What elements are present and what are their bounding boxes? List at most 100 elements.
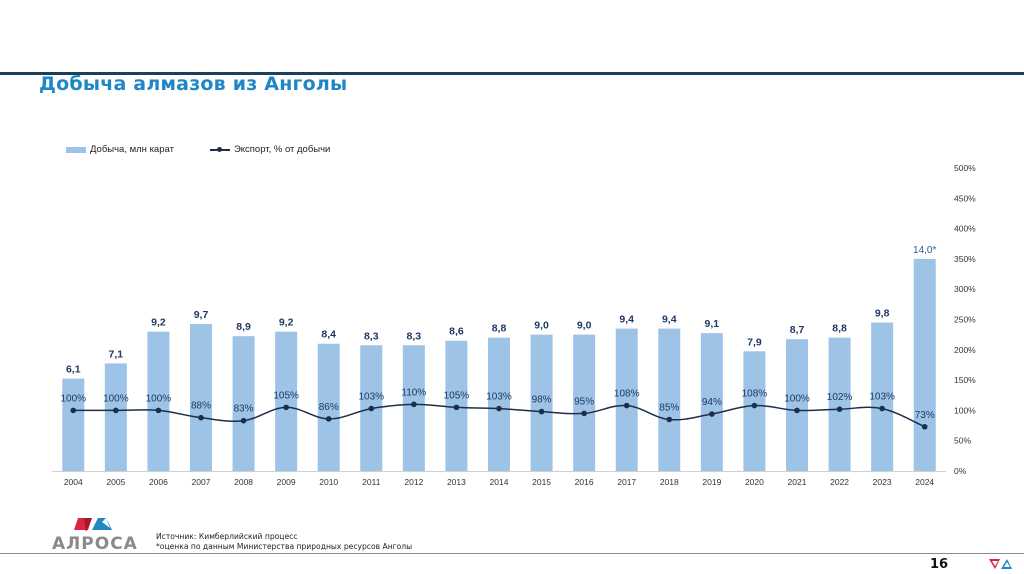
export-point <box>623 402 630 409</box>
export-point <box>879 405 885 412</box>
y2-tick-label: 150% <box>954 375 976 385</box>
export-point <box>155 407 162 414</box>
bar-value-label: 9,0 <box>534 320 549 332</box>
x-tick-label: 2020 <box>745 477 764 487</box>
export-value-label: 85% <box>659 402 679 413</box>
export-point <box>411 401 417 408</box>
footer-rule <box>0 553 1024 554</box>
chart-legend: Добыча, млн карат Экспорт, % от добычи <box>66 144 366 155</box>
export-value-label: 88% <box>191 401 211 412</box>
export-point <box>709 411 715 417</box>
bar-value-label: 8,3 <box>364 330 379 342</box>
export-value-label: 95% <box>574 396 594 407</box>
y2-tick-label: 400% <box>954 224 976 234</box>
bar-value-label: 9,8 <box>875 308 890 320</box>
bar-value-label: 8,7 <box>790 324 805 336</box>
bar-value-label: 14,0* <box>913 245 936 256</box>
bar-value-label: 9,2 <box>151 317 166 329</box>
legend-item-export: Экспорт, % от добычи <box>209 144 331 155</box>
x-tick-label: 2019 <box>702 477 721 487</box>
page-number: 16 <box>930 557 949 572</box>
x-tick-label: 2023 <box>873 477 892 487</box>
export-point <box>113 407 119 414</box>
bar-value-label: 9,1 <box>705 318 720 330</box>
export-value-label: 102% <box>827 392 853 403</box>
x-tick-label: 2024 <box>915 477 934 487</box>
y2-tick-label: 350% <box>954 254 976 264</box>
bar <box>488 337 510 471</box>
bar <box>232 336 255 471</box>
bar <box>190 324 212 471</box>
bar <box>147 331 170 471</box>
export-point <box>666 416 673 423</box>
x-tick-label: 2007 <box>192 477 211 487</box>
export-point <box>496 405 502 412</box>
bar-value-label: 8,6 <box>449 326 464 338</box>
export-point <box>836 406 843 412</box>
bar-value-label: 9,7 <box>194 309 209 321</box>
export-value-label: 105% <box>273 390 299 401</box>
bar <box>658 328 681 471</box>
bar <box>615 328 638 471</box>
x-tick-label: 2021 <box>788 477 807 487</box>
alrosa-logo-icon <box>74 518 112 532</box>
export-point <box>921 423 928 430</box>
export-point <box>453 404 460 411</box>
x-tick-label: 2014 <box>490 477 509 487</box>
export-point <box>70 407 77 414</box>
x-tick-label: 2009 <box>277 477 296 487</box>
bar-value-label: 8,8 <box>492 323 507 335</box>
bar-value-label: 6,1 <box>66 364 81 376</box>
bar <box>530 334 553 471</box>
export-value-label: 108% <box>742 389 768 400</box>
bar <box>275 331 298 471</box>
y2-tick-label: 500% <box>954 163 976 173</box>
source-line: Источник: Кимберлийский процесс <box>156 532 298 541</box>
header-rule <box>0 72 1024 75</box>
bar-value-label: 8,3 <box>407 330 422 342</box>
export-point <box>581 410 587 417</box>
bar-value-label: 7,1 <box>109 348 124 360</box>
bar-value-label: 9,4 <box>619 314 634 326</box>
export-value-label: 83% <box>234 404 254 415</box>
legend-label-production: Добыча, млн карат <box>90 144 174 155</box>
x-tick-label: 2006 <box>149 477 168 487</box>
x-tick-label: 2013 <box>447 477 466 487</box>
bar <box>104 363 127 471</box>
export-value-label: 100% <box>60 393 86 404</box>
export-point <box>240 417 247 424</box>
legend-bar-swatch <box>66 146 86 153</box>
bar <box>573 334 596 471</box>
y2-tick-label: 450% <box>954 193 976 203</box>
x-tick-label: 2015 <box>532 477 551 487</box>
bar-value-label: 8,9 <box>236 321 251 333</box>
x-tick-label: 2004 <box>64 477 83 487</box>
legend-label-export: Экспорт, % от добычи <box>233 144 331 155</box>
legend-line-swatch <box>209 146 230 154</box>
export-value-label: 103% <box>869 392 895 403</box>
slide-title: Добыча алмазов из Анголы <box>39 73 348 95</box>
bar-value-label: 7,9 <box>747 336 762 348</box>
bar <box>700 333 723 471</box>
bar <box>828 337 851 471</box>
export-value-label: 108% <box>614 389 640 400</box>
export-value-label: 98% <box>532 395 552 406</box>
export-value-label: 100% <box>103 393 129 404</box>
footnote-line: *оценка по данным Министерства природных… <box>156 542 413 551</box>
export-point <box>538 408 545 415</box>
bar-value-label: 9,4 <box>662 314 677 326</box>
logo-text: АЛРОСА <box>52 534 138 554</box>
bar <box>62 378 85 471</box>
bar-value-label: 8,8 <box>832 323 847 335</box>
export-value-label: 103% <box>486 392 512 403</box>
legend-item-production: Добыча, млн карат <box>66 144 174 155</box>
y2-tick-label: 200% <box>954 345 976 355</box>
export-point <box>325 416 332 422</box>
x-tick-label: 2018 <box>660 477 679 487</box>
export-value-label: 103% <box>358 392 384 403</box>
export-value-label: 94% <box>702 397 722 408</box>
source-note: Источник: Кимберлийский процесс *оценка … <box>156 532 412 552</box>
x-tick-label: 2012 <box>404 477 423 487</box>
x-tick-label: 2022 <box>830 477 849 487</box>
